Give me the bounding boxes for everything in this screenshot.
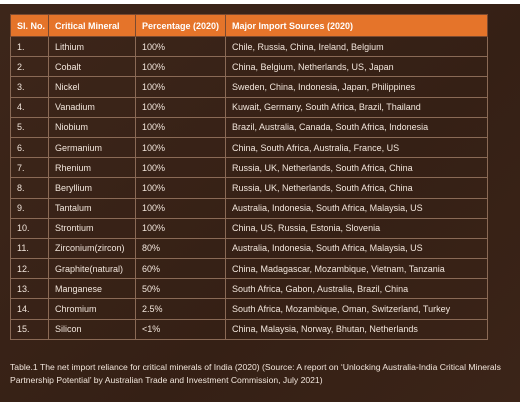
table-row: 6. Germanium 100% China, South Africa, A… [10, 136, 488, 159]
table-row: 14. Chromium 2.5% South Africa, Mozambiq… [10, 298, 488, 320]
cell-mineral: Strontium [48, 217, 136, 239]
cell-percentage: 100% [135, 136, 226, 159]
cell-percentage: 100% [135, 197, 226, 219]
cell-percentage: 100% [135, 157, 226, 179]
table-header-row: Sl. No. Critical Mineral Percentage (202… [10, 14, 488, 37]
table-row: 8. Beryllium 100% Russia, UK, Netherland… [10, 177, 488, 199]
cell-sources: South Africa, Gabon, Australia, Brazil, … [225, 278, 488, 300]
cell-sources: Brazil, Australia, Canada, South Africa,… [225, 116, 488, 138]
table-row: 13. Manganese 50% South Africa, Gabon, A… [10, 278, 488, 300]
table-caption: Table.1 The net import reliance for crit… [10, 362, 501, 385]
cell-sources: Australia, Indonesia, South Africa, Mala… [225, 237, 488, 260]
table-row: 11. Zirconium(zircon) 80% Australia, Ind… [10, 237, 488, 260]
cell-sl-no: 4. [10, 96, 49, 118]
cell-percentage: 100% [135, 217, 226, 239]
cell-mineral: Zirconium(zircon) [48, 237, 136, 260]
document-panel: Sl. No. Critical Mineral Percentage (202… [0, 4, 520, 402]
cell-sources: Sweden, China, Indonesia, Japan, Philipp… [225, 76, 488, 98]
table-row: 4. Vanadium 100% Kuwait, Germany, South … [10, 96, 488, 118]
cell-sl-no: 10. [10, 217, 49, 239]
cell-percentage: 100% [135, 177, 226, 199]
cell-mineral: Niobium [48, 116, 136, 138]
cell-sources: Kuwait, Germany, South Africa, Brazil, T… [225, 96, 488, 118]
table-row: 7. Rhenium 100% Russia, UK, Netherlands,… [10, 157, 488, 179]
header-import-sources: Major Import Sources (2020) [225, 14, 488, 37]
cell-sl-no: 1. [10, 35, 49, 58]
cell-sources: Russia, UK, Netherlands, South Africa, C… [225, 157, 488, 179]
header-percentage: Percentage (2020) [135, 14, 226, 37]
cell-percentage: 100% [135, 35, 226, 58]
cell-sl-no: 11. [10, 237, 49, 260]
cell-sl-no: 9. [10, 197, 49, 219]
cell-sources: Australia, Indonesia, South Africa, Mala… [225, 197, 488, 219]
table-row: 12. Graphite(natural) 60% China, Madagas… [10, 258, 488, 280]
cell-sources: China, South Africa, Australia, France, … [225, 136, 488, 159]
cell-sources: China, US, Russia, Estonia, Slovenia [225, 217, 488, 239]
cell-mineral: Rhenium [48, 157, 136, 179]
cell-sl-no: 14. [10, 298, 49, 320]
cell-percentage: 2.5% [135, 298, 226, 320]
cell-percentage: 80% [135, 237, 226, 260]
cell-sources: Chile, Russia, China, Ireland, Belgium [225, 35, 488, 58]
cell-sl-no: 13. [10, 278, 49, 300]
table-row: 3. Nickel 100% Sweden, China, Indonesia,… [10, 76, 488, 98]
cell-sources: China, Malaysia, Norway, Bhutan, Netherl… [225, 318, 488, 340]
cell-mineral: Lithium [48, 35, 136, 58]
header-critical-mineral: Critical Mineral [48, 14, 136, 37]
cell-percentage: 100% [135, 56, 226, 78]
cell-sl-no: 2. [10, 56, 49, 78]
table-row: 2. Cobalt 100% China, Belgium, Netherlan… [10, 56, 488, 78]
cell-sl-no: 3. [10, 76, 49, 98]
cell-sl-no: 6. [10, 136, 49, 159]
cell-sl-no: 7. [10, 157, 49, 179]
cell-mineral: Beryllium [48, 177, 136, 199]
cell-percentage: 100% [135, 116, 226, 138]
table-row: 15. Silicon <1% China, Malaysia, Norway,… [10, 318, 488, 340]
cell-mineral: Silicon [48, 318, 136, 340]
table-row: 9. Tantalum 100% Australia, Indonesia, S… [10, 197, 488, 219]
header-sl-no: Sl. No. [10, 14, 49, 37]
cell-mineral: Cobalt [48, 56, 136, 78]
cell-mineral: Germanium [48, 136, 136, 159]
cell-sl-no: 12. [10, 258, 49, 280]
table-row: 10. Strontium 100% China, US, Russia, Es… [10, 217, 488, 239]
cell-sources: China, Madagascar, Mozambique, Vietnam, … [225, 258, 488, 280]
cell-percentage: <1% [135, 318, 226, 340]
cell-sources: China, Belgium, Netherlands, US, Japan [225, 56, 488, 78]
cell-percentage: 50% [135, 278, 226, 300]
table-row: 1. Lithium 100% Chile, Russia, China, Ir… [10, 35, 488, 58]
critical-minerals-table: Sl. No. Critical Mineral Percentage (202… [10, 14, 488, 340]
cell-percentage: 100% [135, 96, 226, 118]
cell-mineral: Nickel [48, 76, 136, 98]
cell-mineral: Vanadium [48, 96, 136, 118]
cell-sl-no: 5. [10, 116, 49, 138]
cell-mineral: Graphite(natural) [48, 258, 136, 280]
cell-sources: South Africa, Mozambique, Oman, Switzerl… [225, 298, 488, 320]
cell-sl-no: 15. [10, 318, 49, 340]
cell-sl-no: 8. [10, 177, 49, 199]
cell-percentage: 100% [135, 76, 226, 98]
cell-percentage: 60% [135, 258, 226, 280]
cell-mineral: Manganese [48, 278, 136, 300]
cell-sources: Russia, UK, Netherlands, South Africa, C… [225, 177, 488, 199]
cell-mineral: Tantalum [48, 197, 136, 219]
cell-mineral: Chromium [48, 298, 136, 320]
table-row: 5. Niobium 100% Brazil, Australia, Canad… [10, 116, 488, 138]
